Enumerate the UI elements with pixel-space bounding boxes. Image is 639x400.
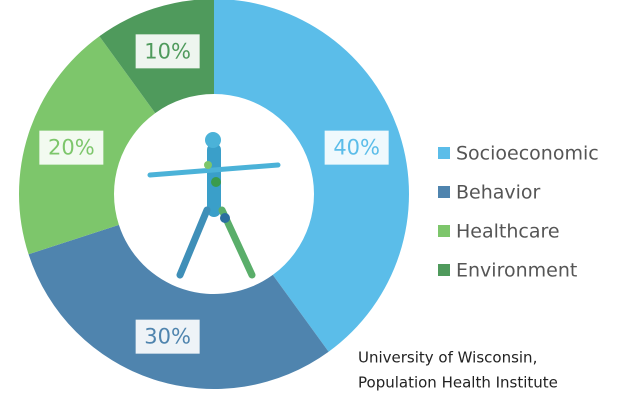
chart: 40% 30% 20% 10% Socioeconomic Behavior Healthc… bbox=[0, 0, 639, 400]
value-label: 20% bbox=[48, 136, 95, 160]
legend-label: Environment bbox=[456, 260, 577, 282]
legend-swatch bbox=[438, 186, 450, 198]
legend-swatch bbox=[438, 147, 450, 159]
value-label: 30% bbox=[144, 325, 191, 349]
value-label: 10% bbox=[144, 39, 191, 63]
source-note: University of Wisconsin, bbox=[358, 349, 537, 367]
legend-label: Healthcare bbox=[456, 221, 560, 243]
value-label: 40% bbox=[333, 136, 380, 160]
legend-swatch bbox=[438, 225, 450, 237]
legend-label: Behavior bbox=[456, 182, 541, 204]
legend-swatch bbox=[438, 264, 450, 276]
legend-label: Socioeconomic bbox=[456, 143, 599, 165]
source-note: Population Health Institute bbox=[358, 374, 558, 392]
